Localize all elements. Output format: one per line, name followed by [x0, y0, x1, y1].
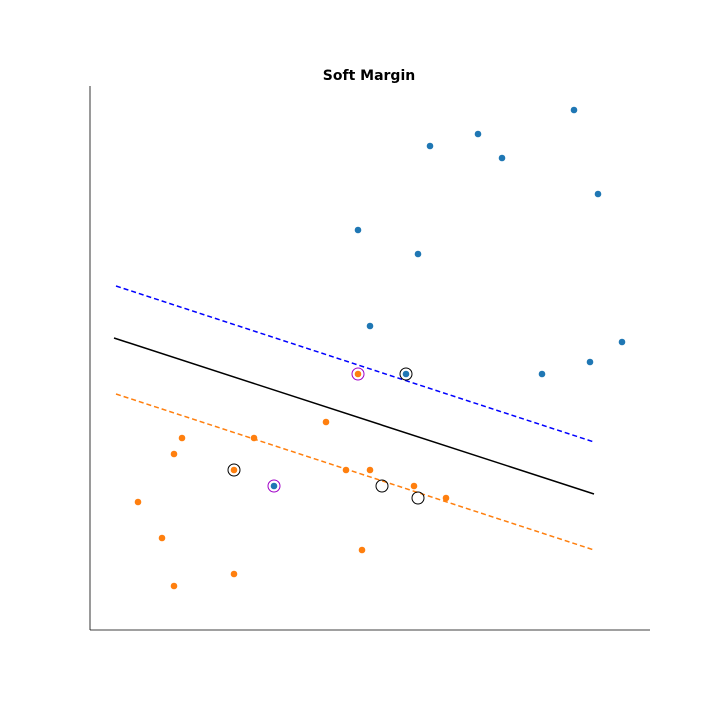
- class-b-point: [358, 546, 366, 554]
- class-a-point: [270, 482, 278, 490]
- class-a-point: [402, 370, 410, 378]
- class-a-point: [586, 358, 594, 366]
- class-b-point: [134, 498, 142, 506]
- class-b-point: [170, 582, 178, 590]
- support-vector-ring: [399, 367, 413, 381]
- class-a-point: [366, 322, 374, 330]
- lines-layer: [113, 285, 595, 551]
- class-a-point: [594, 190, 602, 198]
- class-b-point: [250, 434, 258, 442]
- class-a-point: [414, 250, 422, 258]
- class-b-point: [366, 466, 374, 474]
- class-a-point: [474, 130, 482, 138]
- class-b-point: [342, 466, 350, 474]
- rings-layer: [227, 367, 425, 505]
- class-b-point: [442, 494, 450, 502]
- class-a-point: [538, 370, 546, 378]
- class-b-point: [322, 418, 330, 426]
- class-b-point: [178, 434, 186, 442]
- class-a-point: [354, 226, 362, 234]
- support-vector-ring: [411, 491, 425, 505]
- margin-upper-line: [115, 285, 595, 443]
- axes: [89, 86, 650, 631]
- class-b-point: [354, 370, 362, 378]
- support-vector-ring: [227, 463, 241, 477]
- misclassified-ring: [267, 479, 281, 493]
- class-a-point: [570, 106, 578, 114]
- class-b-point: [158, 534, 166, 542]
- points-layer: [134, 106, 626, 590]
- class-b-point: [230, 466, 238, 474]
- class-a-point: [618, 338, 626, 346]
- class-b-point: [230, 570, 238, 578]
- class-b-point: [410, 482, 418, 490]
- class-a-point: [426, 142, 434, 150]
- class-b-point: [170, 450, 178, 458]
- misclassified-ring: [351, 367, 365, 381]
- chart-title: Soft Margin: [323, 68, 415, 84]
- margin-lower-line: [115, 393, 595, 551]
- support-vector-ring: [375, 479, 389, 493]
- class-a-point: [498, 154, 506, 162]
- decision-boundary-line: [113, 337, 595, 495]
